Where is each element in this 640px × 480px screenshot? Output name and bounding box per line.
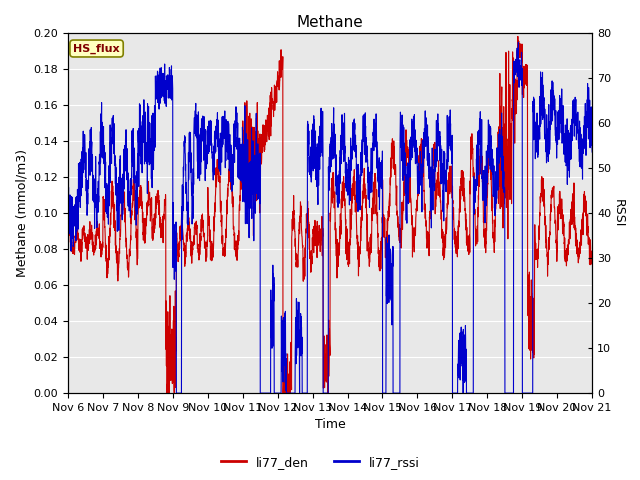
li77_rssi	[288, 390, 296, 396]
li77_rssi	[522, 390, 529, 396]
li77_rssi	[173, 390, 180, 396]
li77_den	[163, 390, 171, 396]
li77_rssi	[64, 236, 72, 241]
li77_den	[64, 234, 72, 240]
Y-axis label: Methane (mmol/m3): Methane (mmol/m3)	[15, 149, 28, 277]
Legend: li77_den, li77_rssi: li77_den, li77_rssi	[216, 451, 424, 474]
li77_rssi	[124, 197, 132, 203]
li77_rssi	[515, 39, 522, 45]
li77_den	[514, 34, 522, 39]
li77_den	[155, 212, 163, 217]
Text: HS_flux: HS_flux	[73, 43, 120, 54]
li77_den	[266, 137, 273, 143]
li77_den	[579, 216, 586, 222]
li77_den	[588, 250, 596, 256]
li77_rssi	[155, 79, 163, 85]
li77_den	[288, 232, 296, 238]
Line: li77_rssi: li77_rssi	[68, 42, 592, 393]
X-axis label: Time: Time	[315, 419, 346, 432]
li77_rssi	[588, 149, 596, 155]
Line: li77_den: li77_den	[68, 36, 592, 393]
Y-axis label: RSSI: RSSI	[612, 199, 625, 227]
li77_rssi	[266, 390, 273, 396]
li77_rssi	[579, 136, 586, 142]
li77_den	[522, 61, 529, 67]
li77_den	[124, 261, 132, 266]
Title: Methane: Methane	[297, 15, 364, 30]
